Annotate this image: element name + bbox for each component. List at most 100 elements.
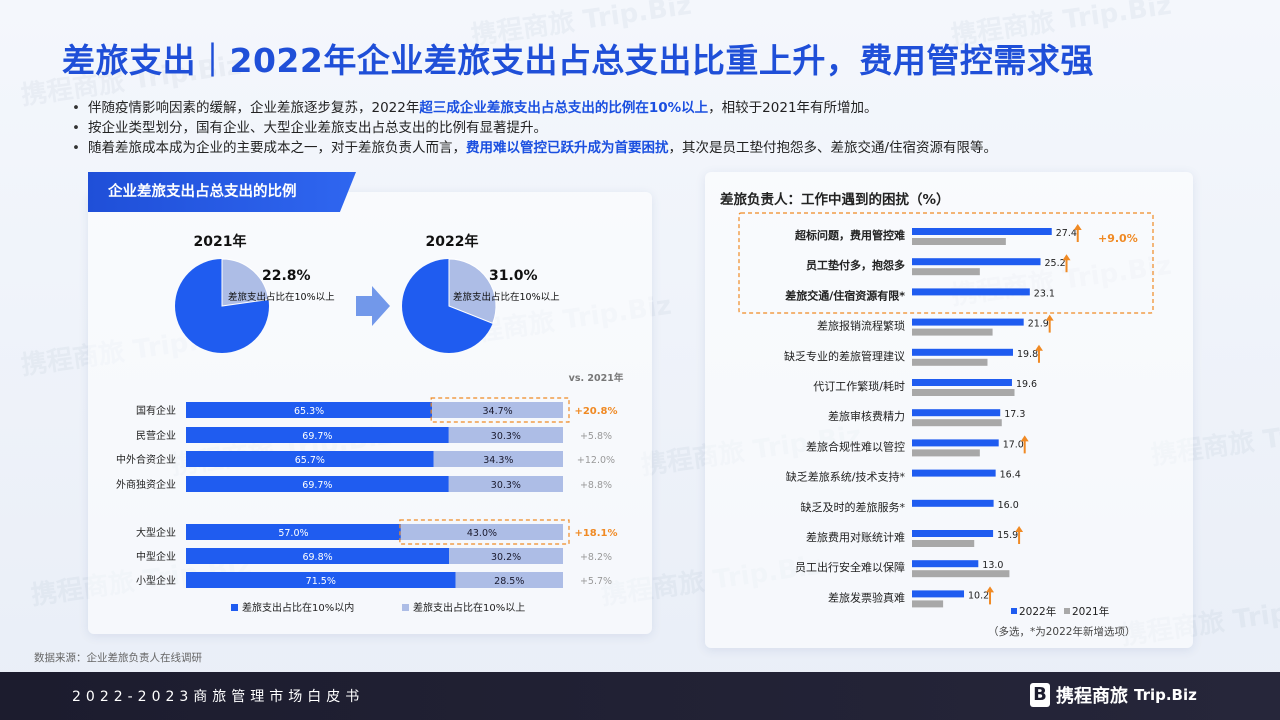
bar-2021 <box>912 238 1006 245</box>
bar-segment-above <box>400 524 563 540</box>
bar-value-inside: 71.5% <box>306 576 336 587</box>
pain-points-note: （多选，*为2022年新增选项） <box>988 625 1135 638</box>
bar-2022-value: 19.8 <box>1017 349 1038 360</box>
transition-arrow-icon <box>356 286 390 326</box>
pie-value-label: 22.8% <box>262 268 311 284</box>
bar-2022-value: 23.1 <box>1034 288 1055 299</box>
bar-category-label: 国有企业 <box>136 404 176 417</box>
bar-2021 <box>912 419 1002 427</box>
bar-2022 <box>912 590 965 598</box>
brand-logo: B 携程商旅 Trip.Biz <box>1030 680 1197 710</box>
bar-2022 <box>912 499 994 507</box>
pain-point-label: 代订工作繁琐/耗时 <box>813 379 905 393</box>
bar-2022-value: 17.0 <box>1003 439 1024 450</box>
bar-value-above: 30.3% <box>491 480 521 491</box>
pain-point-label: 差旅交通/住宿资源有限* <box>785 288 905 302</box>
increase-arrow-icon-head <box>1034 344 1043 351</box>
bar-value-above: 34.3% <box>483 455 513 466</box>
bar-2022-value: 17.3 <box>1004 409 1025 420</box>
pie-value-label: 31.0% <box>489 268 538 284</box>
highlight-box <box>399 519 570 545</box>
bar-category-label: 大型企业 <box>136 526 176 539</box>
bar-2022 <box>912 530 994 537</box>
bar-value-inside: 69.7% <box>302 480 332 491</box>
pain-point-label: 缺乏差旅系统/技术支持* <box>786 470 906 484</box>
pain-point-label: 差旅合规性难以管控 <box>806 439 905 453</box>
pain-point-label: 缺乏专业的差旅管理建议 <box>784 349 905 363</box>
bar-change-label: +5.8% <box>580 431 612 442</box>
bar-2021 <box>912 268 980 276</box>
top-pain-points-highlight-box <box>738 212 1154 314</box>
pain-point-label: 差旅报销流程繁琐 <box>817 319 905 333</box>
bar-change-label: +8.2% <box>580 552 612 563</box>
bar-2022 <box>912 258 1041 266</box>
bar-value-above: 28.5% <box>494 576 524 587</box>
bar-category-label: 小型企业 <box>136 574 176 587</box>
bar-2022 <box>912 560 979 568</box>
bar-2022 <box>912 469 996 477</box>
bar-2022-value: 13.0 <box>982 560 1003 571</box>
bar-2022-value: 25.2 <box>1045 258 1066 269</box>
bar-2022-value: 16.4 <box>1000 470 1021 481</box>
top-change-label: +9.0% <box>1098 232 1138 245</box>
bar-segment-above <box>449 548 563 564</box>
bar-change-label: +20.8% <box>574 406 617 417</box>
pie-slice-label: 差旅支出占比在10%以上 <box>228 291 335 303</box>
bar-2021 <box>912 570 1010 578</box>
bar-segment-inside <box>186 451 434 467</box>
increase-arrow-icon-head <box>1045 314 1054 321</box>
bar-segment-inside <box>186 524 401 540</box>
pie-year-label: 2022年 <box>426 233 479 250</box>
bar-2021 <box>912 449 980 457</box>
bar-value-above: 34.7% <box>482 406 512 417</box>
bar-change-label: +12.0% <box>577 455 615 466</box>
bar-2022-value: 10.2 <box>968 590 989 601</box>
bar-change-label: +18.1% <box>574 528 617 539</box>
bar-2022 <box>912 409 1001 417</box>
bar-value-above: 30.2% <box>491 552 521 563</box>
bar-value-above: 30.3% <box>491 431 521 442</box>
bar-segment-above <box>455 572 563 588</box>
bar-segment-inside <box>186 476 449 492</box>
increase-arrow-icon-head <box>1073 224 1082 230</box>
bar-value-inside: 69.8% <box>302 552 332 563</box>
legend-swatch-inside <box>231 604 238 611</box>
bullet-item: 随着差旅成本成为企业的主要成本之一，对于差旅负责人而言，费用难以管控已跃升成为首… <box>70 138 997 158</box>
pie-slice-label: 差旅支出占比在10%以上 <box>453 291 560 303</box>
bar-2022-value: 27.4 <box>1056 228 1077 239</box>
bar-segment-inside <box>186 402 433 418</box>
bar-segment-above <box>448 476 563 492</box>
bar-2021 <box>912 358 988 366</box>
legend-label-2022: 2022年 <box>1019 605 1056 618</box>
bar-2021 <box>912 540 975 547</box>
pain-point-label: 差旅审核费精力 <box>828 409 905 423</box>
bar-value-above: 43.0% <box>467 528 497 539</box>
bullet-item: 按企业类型划分，国有企业、大型企业差旅支出占总支出的比例有显著提升。 <box>70 118 997 138</box>
pain-point-label: 超标问题，费用管控难 <box>794 228 905 242</box>
footer-publication-title: 2022-2023商旅管理市场白皮书 <box>72 689 365 705</box>
increase-arrow-icon-head <box>1015 526 1024 532</box>
pie-slice-above <box>221 258 270 307</box>
bar-segment-inside <box>186 427 449 443</box>
bar-change-label: +8.8% <box>580 480 612 491</box>
legend-label-2021: 2021年 <box>1072 605 1109 618</box>
bar-2022-value: 15.9 <box>997 530 1018 541</box>
increase-arrow-icon-head <box>986 586 995 593</box>
pain-point-label: 员工垫付多，抱怨多 <box>806 258 905 272</box>
bullet-item: 伴随疫情影响因素的缓解，企业差旅逐步复苏，2022年超三成企业差旅支出占总支出的… <box>70 98 997 118</box>
bar-change-label: +5.7% <box>580 576 612 587</box>
summary-bullets: 伴随疫情影响因素的缓解，企业差旅逐步复苏，2022年超三成企业差旅支出占总支出的… <box>70 98 997 158</box>
pain-points-panel-title: 差旅负责人：工作中遇到的困扰（%） <box>720 192 950 208</box>
bar-category-label: 民营企业 <box>136 429 176 442</box>
bar-2021 <box>912 600 944 608</box>
pie-slice-above <box>448 258 497 324</box>
bar-2021 <box>912 328 993 336</box>
increase-arrow-icon-head <box>1020 435 1029 442</box>
bar-value-inside: 57.0% <box>278 528 308 539</box>
logo-trip-text: Trip.Biz <box>1134 686 1197 704</box>
bar-segment-above <box>433 451 563 467</box>
bar-category-label: 中外合资企业 <box>116 453 176 466</box>
page-title: 差旅支出｜2022年企业差旅支出占总支出比重上升，费用管控需求强 <box>62 41 1094 80</box>
bar-value-inside: 69.7% <box>302 431 332 442</box>
